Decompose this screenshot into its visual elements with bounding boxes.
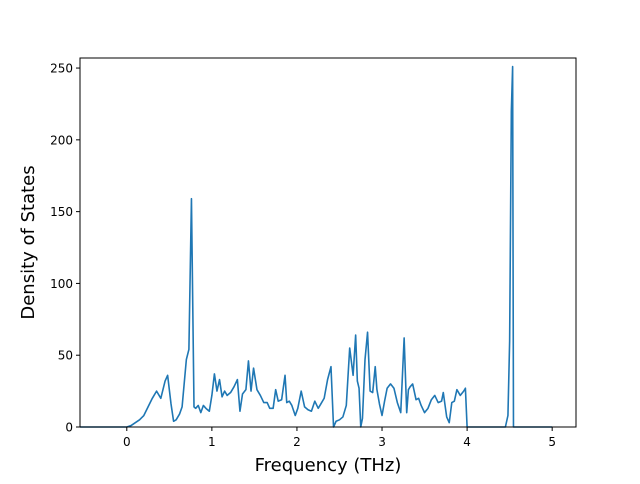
plot-layer (80, 65, 553, 428)
series-line-0 (80, 65, 553, 428)
x-axis-label: Frequency (THz) (255, 455, 402, 476)
y-tick-label: 100 (50, 277, 73, 291)
x-axis-ticks: 0 1 2 3 4 5 (123, 427, 556, 449)
x-tick-label: 1 (208, 435, 216, 449)
x-tick-label: 4 (463, 435, 471, 449)
y-tick-label: 50 (58, 349, 73, 363)
y-axis-label: Density of States (18, 165, 39, 319)
y-tick-label: 200 (50, 133, 73, 147)
x-tick-label: 2 (293, 435, 301, 449)
y-tick-label: 0 (65, 421, 73, 435)
y-tick-label: 150 (50, 205, 73, 219)
x-tick-label: 0 (123, 435, 131, 449)
y-axis-ticks: 0 50 100 150 200 250 (50, 62, 80, 435)
x-tick-label: 5 (548, 435, 556, 449)
x-tick-label: 3 (378, 435, 386, 449)
y-tick-label: 250 (50, 62, 73, 76)
plot-frame (79, 57, 577, 428)
